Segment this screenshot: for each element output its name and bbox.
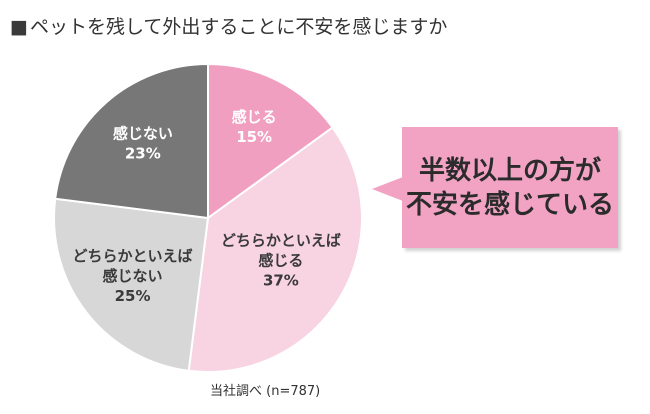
pie-slice-1 bbox=[187, 126, 363, 373]
pie-category-label-1: 感じる bbox=[258, 252, 303, 270]
chart-title-text: ペットを残して外出することに不安を感じますか bbox=[29, 16, 448, 38]
pie-value-label-0: 15% bbox=[236, 128, 272, 146]
title-marker: ■ bbox=[10, 16, 28, 38]
callout-pointer bbox=[372, 177, 403, 201]
pie-value-label-1: 37% bbox=[263, 272, 299, 290]
callout-line-2: 不安を感じている bbox=[405, 189, 614, 220]
callout-line-1: 半数以上の方が bbox=[418, 155, 601, 186]
pie-slice-2 bbox=[53, 197, 210, 372]
pie-category-label-0: 感じる bbox=[232, 108, 277, 126]
pie-category-label-2: どちらかといえば bbox=[73, 247, 193, 265]
pie-slice-3 bbox=[54, 62, 209, 220]
source-note: 当社調べ (n=787) bbox=[210, 384, 321, 399]
pie-category-label-1: どちらかといえば bbox=[221, 232, 341, 250]
chart-title: ■ ペットを残して外出することに不安を感じますか bbox=[10, 12, 447, 39]
pie-value-label-3: 23% bbox=[125, 145, 161, 163]
pie-slice-0 bbox=[207, 62, 334, 220]
callout-box: 半数以上の方が 不安を感じている bbox=[402, 127, 618, 248]
pie-category-label-2: 感じない bbox=[103, 267, 163, 285]
pie-value-label-2: 25% bbox=[115, 287, 151, 305]
pie-category-label-3: 感じない bbox=[113, 125, 173, 143]
